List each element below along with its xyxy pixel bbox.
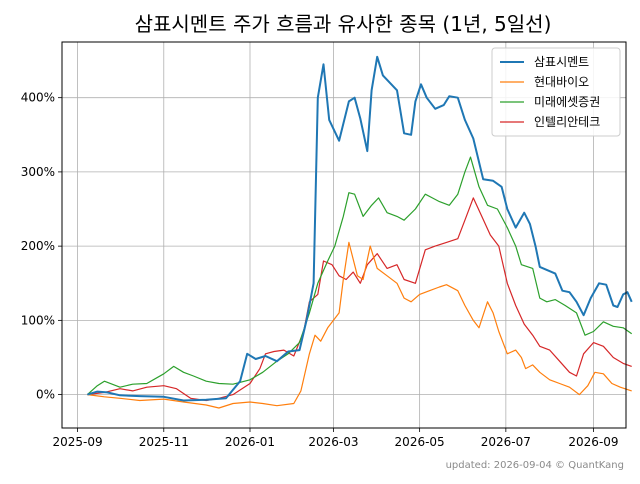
series-line-1	[87, 55, 633, 402]
grid-lines	[62, 42, 626, 428]
plot-frame	[61, 41, 627, 429]
y-tick-label: 300%	[21, 165, 55, 179]
x-tick-label: 2025-11	[139, 435, 189, 449]
series-layer	[86, 55, 633, 409]
x-tick-label: 2026-07	[481, 435, 531, 449]
x-axis: 2025-09 2025-11 2026-01 2026-03 2026-05 2026-…	[52, 428, 619, 449]
legend-label: 삼표시멘트	[534, 55, 589, 69]
y-axis: 0% 100% 200% 300% 400%	[21, 91, 62, 402]
series-line-3	[86, 156, 633, 396]
footer-updated: updated: 2026-09-04 © QuantKang	[446, 460, 624, 471]
legend-label: 현대바이오	[534, 75, 589, 89]
y-tick-label: 200%	[21, 239, 55, 253]
legend-label: 미래에셋증권	[534, 95, 600, 109]
x-tick-label: 2026-03	[308, 435, 358, 449]
legend-label: 인텔리안테크	[534, 115, 600, 129]
x-tick-label: 2026-01	[225, 435, 275, 449]
x-tick-label: 2025-09	[52, 435, 102, 449]
chart-title: 삼표시멘트 주가 흐름과 유사한 종목 (1년, 5일선)	[135, 12, 552, 36]
series-line-2	[87, 241, 632, 409]
y-tick-label: 400%	[21, 91, 55, 105]
x-tick-label: 2026-09	[568, 435, 618, 449]
x-tick-label: 2026-05	[395, 435, 445, 449]
legend-box	[491, 47, 621, 137]
y-tick-label: 100%	[21, 313, 55, 327]
y-tick-label: 0%	[36, 388, 55, 402]
